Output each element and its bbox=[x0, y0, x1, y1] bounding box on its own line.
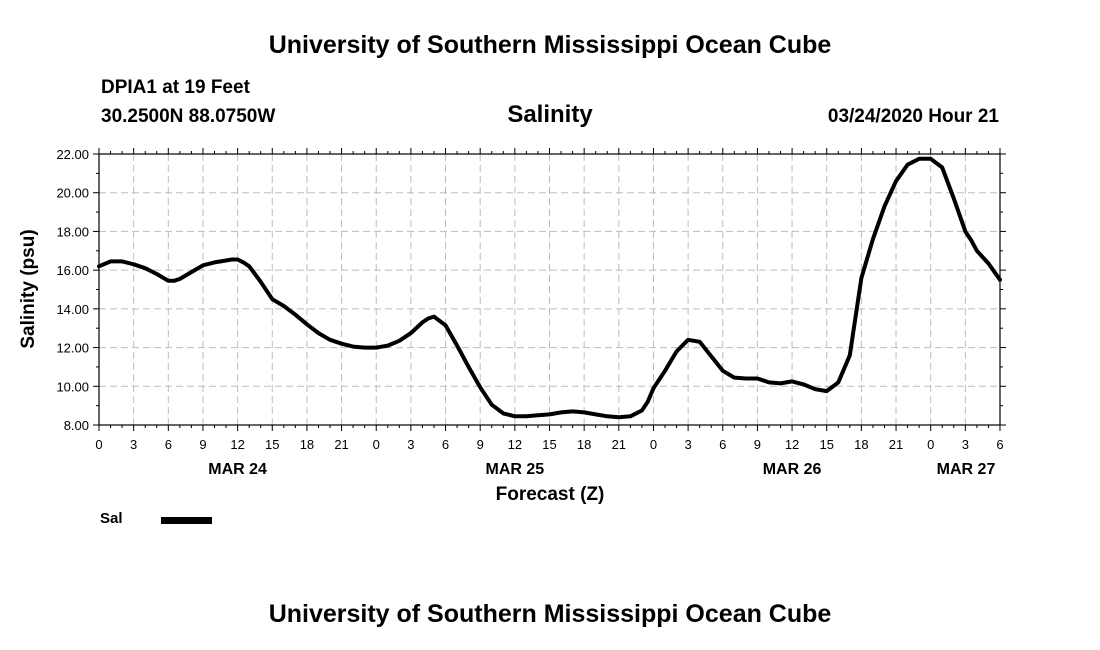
x-tick-label: 9 bbox=[199, 437, 206, 452]
forecast-run-time: 03/24/2020 Hour 21 bbox=[827, 106, 999, 127]
x-axis-label: Forecast (Z) bbox=[496, 484, 605, 505]
x-tick-label: 12 bbox=[785, 437, 799, 452]
plot-frame bbox=[98, 153, 1001, 426]
x-tick-label: 21 bbox=[612, 437, 626, 452]
y-axis-label: Salinity (psu) bbox=[18, 229, 39, 348]
x-tick-label: 12 bbox=[230, 437, 244, 452]
x-tick-label: 15 bbox=[542, 437, 556, 452]
y-tick-label: 8.00 bbox=[64, 418, 89, 433]
y-tick-label: 12.00 bbox=[56, 341, 89, 356]
x-tick-label: 15 bbox=[265, 437, 279, 452]
x-tick-label: 21 bbox=[334, 437, 348, 452]
x-tick-label: 0 bbox=[95, 437, 102, 452]
y-tick-label: 22.00 bbox=[56, 147, 89, 162]
y-axis-tick-labels: 8.00 10.00 12.00 14.00 16.00 18.00 20.00 22.00 bbox=[56, 147, 89, 433]
x-tick-label: 0 bbox=[650, 437, 657, 452]
station-label: DPIA1 at 19 Feet bbox=[101, 77, 250, 98]
x-tick-label: 0 bbox=[373, 437, 380, 452]
chart-gridlines bbox=[99, 154, 1000, 425]
salinity-chart: 8.0010.0012.0014.0016.0018.0020.0022.00 … bbox=[18, 147, 1006, 505]
x-date-label: MAR 27 bbox=[937, 461, 996, 478]
x-tick-label: 6 bbox=[165, 437, 172, 452]
x-tick-label: 12 bbox=[508, 437, 522, 452]
y-tick-label: 14.00 bbox=[56, 302, 89, 317]
x-tick-label: 9 bbox=[477, 437, 484, 452]
x-tick-label: 3 bbox=[962, 437, 969, 452]
x-tick-label: 18 bbox=[854, 437, 868, 452]
x-tick-label: 15 bbox=[819, 437, 833, 452]
page-title: University of Southern Mississippi Ocean… bbox=[268, 31, 832, 59]
x-tick-label: 6 bbox=[442, 437, 449, 452]
x-axis-date-labels: MAR 24 MAR 25 MAR 26 MAR 27 bbox=[208, 461, 995, 478]
x-tick-label: 3 bbox=[130, 437, 137, 452]
x-tick-label: 6 bbox=[996, 437, 1003, 452]
y-tick-label: 10.00 bbox=[56, 379, 89, 394]
x-tick-label: 9 bbox=[754, 437, 761, 452]
x-tick-label: 21 bbox=[889, 437, 903, 452]
x-tick-label: 18 bbox=[577, 437, 591, 452]
station-coordinates: 30.2500N 88.0750W bbox=[101, 106, 276, 127]
legend-line-swatch bbox=[161, 517, 212, 524]
x-tick-label: 18 bbox=[300, 437, 314, 452]
chart-title: Salinity bbox=[507, 101, 593, 128]
x-tick-label: 6 bbox=[719, 437, 726, 452]
x-date-label: MAR 26 bbox=[763, 461, 822, 478]
x-date-label: MAR 25 bbox=[486, 461, 545, 478]
salinity-series-line bbox=[97, 156, 1002, 420]
x-axis-tick-labels: 0 3 6 9 12 15 18 21 0 3 6 9 12 15 18 21 0 3 6 9 12 15 18 21 0 3 6 bbox=[95, 437, 1003, 452]
y-tick-label: 16.00 bbox=[56, 263, 89, 278]
y-tick-label: 18.00 bbox=[56, 224, 89, 239]
x-date-label: MAR 24 bbox=[208, 461, 267, 478]
x-tick-label: 0 bbox=[927, 437, 934, 452]
x-tick-label: 3 bbox=[684, 437, 691, 452]
y-tick-label: 20.00 bbox=[56, 186, 89, 201]
footer-title: University of Southern Mississippi Ocean… bbox=[268, 600, 832, 628]
legend-label: Sal bbox=[100, 510, 123, 527]
x-tick-label: 3 bbox=[407, 437, 414, 452]
